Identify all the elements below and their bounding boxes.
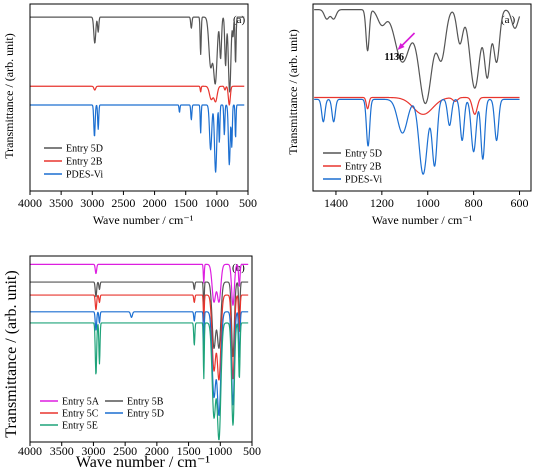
panel-a-x-axis-label: Wave number / cm⁻¹ (93, 213, 194, 227)
panel-a-plot-frame (29, 3, 249, 192)
panel-a-prime-annotation: 1136 (385, 32, 416, 63)
panel-a-prime-trace-pdes-vi (313, 98, 520, 175)
panel-b-traces (29, 263, 249, 441)
panel-a-prime-legend: Entry 5D Entry 2B PDES-Vi (323, 149, 382, 186)
panel-b-x-ticks: 4000 3500 3000 2500 2000 1500 1000 500 (18, 442, 261, 458)
panel-b-legend-entry-entry-5e: Entry 5E (62, 421, 98, 432)
panel-b-y-axis-label: Transmittance / (arb. unit) (3, 270, 20, 437)
panel-b-trace-entry-5b (29, 281, 249, 357)
panel-a-prime-traces (313, 9, 521, 175)
panel-b-x-tick-label-1000: 1000 (208, 444, 232, 458)
panel-a-x-tick-label-2000: 2000 (143, 196, 167, 210)
panel-b-legend-entry-entry-5a: Entry 5A (62, 397, 100, 408)
panel-b-ftir-spectra: (b) Transmittance / (arb. unit) Wave num… (3, 255, 261, 471)
panel-a-prime-legend-entry-entry-5d: Entry 5D (345, 149, 382, 160)
panel-a-prime-annotation-arrow (399, 32, 416, 48)
panel-a-prime-x-tick-label-800: 800 (465, 196, 483, 210)
panel-a-prime-x-axis-label: Wave number / cm⁻¹ (372, 213, 473, 227)
panel-a-prime-x-tick-label-1000: 1000 (416, 196, 440, 210)
panel-a-x-tick-label-1500: 1500 (174, 196, 198, 210)
panel-b-x-tick-label-2000: 2000 (145, 444, 169, 458)
panel-a-prime-plot-frame (312, 3, 532, 192)
panel-b-x-tick-label-3500: 3500 (50, 444, 74, 458)
panel-b-legend-entry-entry-5d: Entry 5D (127, 409, 164, 420)
panel-a-x-tick-label-3500: 3500 (49, 196, 73, 210)
panel-b-x-tick-label-3000: 3000 (81, 444, 105, 458)
panel-a-prime-annotation-label: 1136 (385, 52, 404, 63)
panel-a-x-tick-label-2500: 2500 (111, 196, 135, 210)
panel-b-x-tick-label-500: 500 (243, 444, 261, 458)
panel-a-legend-entry-entry-2b: Entry 2B (66, 157, 103, 168)
panel-a-prime-annotation-arrowhead (397, 43, 405, 50)
panel-b-x-tick-label-1500: 1500 (177, 444, 201, 458)
panel-b-trace-entry-5c (29, 294, 249, 381)
panel-b-legend: Entry 5A Entry 5B Entry 5C Entry 5D Entry 5E (40, 397, 164, 432)
panel-b-x-tick-label-4000: 4000 (18, 444, 42, 458)
panel-b-x-tick-label-2500: 2500 (113, 444, 137, 458)
panel-b-x-axis-label: Wave number / cm⁻¹ (76, 454, 210, 471)
panel-a-ftir-spectra: (a) Transmittance / (arb. unit) Wave num… (2, 3, 257, 227)
panel-a-prime-x-tick-label-1400: 1400 (324, 196, 348, 210)
panel-a-x-ticks: 4000 3500 3000 2500 2000 1500 1000 500 (18, 191, 257, 210)
panel-a-x-tick-label-4000: 4000 (18, 196, 42, 210)
panel-b-trace-entry-5a (29, 263, 249, 306)
panel-a-prime-x-ticks: 1400 1200 1000 800 600 (324, 191, 529, 210)
panel-a-trace-entry-5d (29, 16, 245, 93)
panel-a-x-tick-label-500: 500 (239, 196, 257, 210)
panel-a-prime-x-tick-label-600: 600 (511, 196, 529, 210)
panel-a-legend-entry-entry-5d: Entry 5D (66, 144, 103, 155)
panel-a-trace-pdes-vi (29, 104, 245, 173)
panel-a-prime-legend-entry-entry-2b: Entry 2B (345, 162, 382, 173)
panel-a-trace-entry-2b (29, 85, 245, 106)
panel-a-prime-trace-entry-2b (313, 96, 520, 115)
panel-a-legend: Entry 5D Entry 2B PDES-Vi (44, 144, 103, 181)
panel-a-prime-ftir-spectra: (a') Transmittance / (arb. unit) Wave nu… (286, 3, 532, 227)
panel-a-prime-trace-entry-5d (313, 9, 521, 105)
panel-a-prime-y-axis-label: Transmittance / (arb. unit) (286, 29, 300, 155)
panel-b-legend-entry-entry-5b: Entry 5B (127, 397, 164, 408)
panel-a-x-tick-label-1000: 1000 (205, 196, 229, 210)
panel-b-legend-entry-entry-5c: Entry 5C (62, 409, 99, 420)
panel-b-trace-entry-5e (29, 322, 249, 441)
panel-a-prime-legend-entry-pdes-vi: PDES-Vi (345, 175, 382, 186)
panel-a-x-tick-label-3000: 3000 (80, 196, 104, 210)
panel-a-legend-entry-pdes-vi: PDES-Vi (66, 170, 103, 181)
panel-a-traces (29, 16, 245, 173)
panel-b-plot-frame (29, 255, 253, 443)
panel-a-prime-x-tick-label-1200: 1200 (370, 196, 394, 210)
panel-a-y-axis-label: Transmittance / (arb. unit) (2, 33, 16, 159)
